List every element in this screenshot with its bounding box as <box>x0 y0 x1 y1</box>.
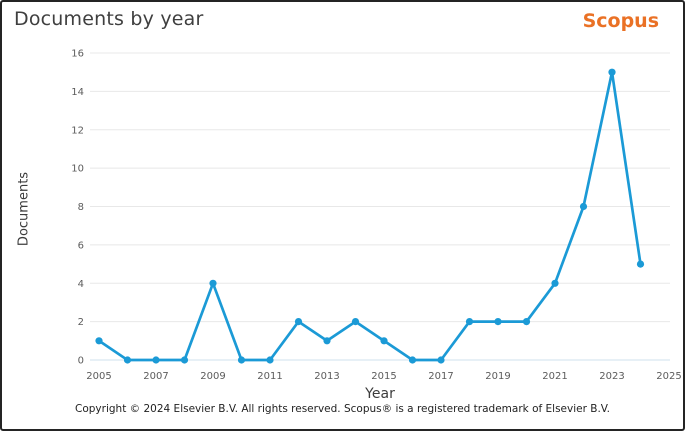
data-point[interactable] <box>323 337 331 345</box>
copyright-text: Copyright © 2024 Elsevier B.V. All right… <box>75 403 610 415</box>
x-tick-label: 2013 <box>314 371 339 382</box>
y-tick-label: 6 <box>78 240 84 251</box>
x-tick-label: 2025 <box>656 371 681 382</box>
data-point[interactable] <box>551 279 559 287</box>
data-point[interactable] <box>608 68 616 76</box>
data-point[interactable] <box>266 356 274 364</box>
data-point[interactable] <box>437 356 445 364</box>
x-axis-title: Year <box>365 386 395 402</box>
x-tick-label: 2011 <box>257 371 282 382</box>
x-tick-label: 2005 <box>86 371 111 382</box>
x-tick-label: 2023 <box>599 371 624 382</box>
x-tick-label: 2009 <box>200 371 225 382</box>
x-tick-label: 2019 <box>485 371 510 382</box>
data-point[interactable] <box>494 318 502 326</box>
y-tick-label: 14 <box>71 87 84 98</box>
x-tick-label: 2015 <box>371 371 396 382</box>
y-tick-label: 4 <box>78 279 84 290</box>
trend-line <box>97 70 642 362</box>
y-tick-label: 16 <box>71 49 84 60</box>
page-title: Documents by year <box>14 8 204 30</box>
documents-by-year-line-chart: 0 2 4 6 8 10 12 14 16 2005 2007 2009 2011 2013 2015 201… <box>71 49 681 383</box>
data-point[interactable] <box>351 318 360 326</box>
y-tick-label: 0 <box>78 356 84 367</box>
data-point[interactable] <box>522 318 531 326</box>
y-tick-label: 12 <box>71 125 84 136</box>
data-point[interactable] <box>152 356 160 364</box>
y-tick-label: 8 <box>78 202 84 213</box>
x-tick-label: 2017 <box>428 371 453 382</box>
y-tick-label: 10 <box>71 164 84 175</box>
data-point[interactable] <box>579 202 588 211</box>
x-tick-label: 2007 <box>143 371 168 382</box>
data-point[interactable] <box>294 318 303 326</box>
data-point[interactable] <box>180 356 189 364</box>
scopus-logo[interactable]: Scopus <box>582 10 659 32</box>
data-point[interactable] <box>123 356 132 364</box>
data-point[interactable] <box>95 337 103 345</box>
y-tick-label: 2 <box>78 317 84 328</box>
data-point[interactable] <box>237 356 246 364</box>
data-point[interactable] <box>465 318 474 326</box>
data-point[interactable] <box>209 279 217 287</box>
data-point[interactable] <box>380 337 388 345</box>
x-tick-label: 2021 <box>542 371 567 382</box>
data-point[interactable] <box>636 260 645 268</box>
data-point[interactable] <box>408 356 417 364</box>
